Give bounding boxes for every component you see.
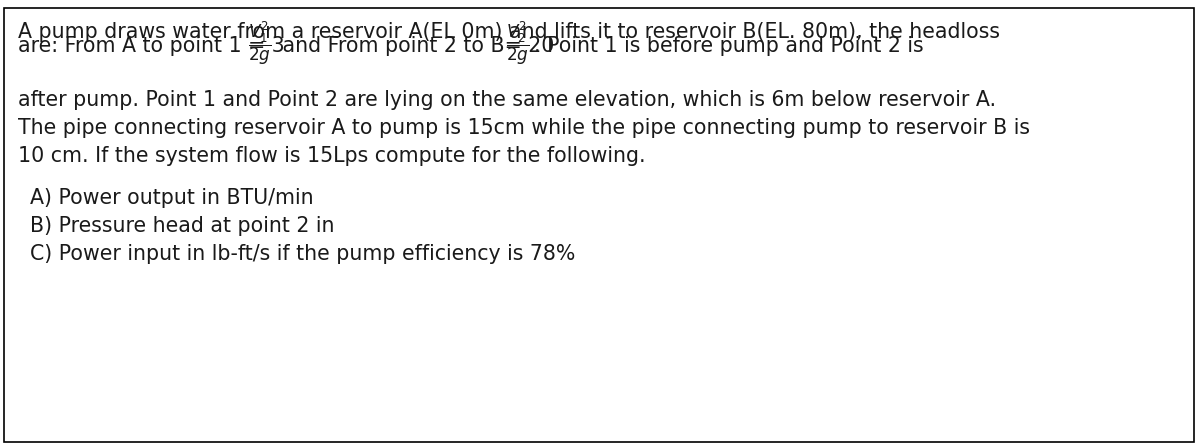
Text: 10 cm. If the system flow is 15Lps compute for the following.: 10 cm. If the system flow is 15Lps compu…: [18, 146, 645, 166]
Text: after pump. Point 1 and Point 2 are lying on the same elevation, which is 6m bel: after pump. Point 1 and Point 2 are lyin…: [18, 90, 996, 110]
Text: . Point 1 is before pump and Point 2 is: . Point 1 is before pump and Point 2 is: [534, 36, 923, 56]
Text: B) Pressure head at point 2 in: B) Pressure head at point 2 in: [30, 216, 335, 236]
Text: are: From A to point 1 = 3: are: From A to point 1 = 3: [18, 36, 284, 56]
Text: $\dfrac{V_2^2}{2g}$: $\dfrac{V_2^2}{2g}$: [506, 19, 530, 67]
Text: C) Power input in lb-ft/s if the pump efficiency is 78%: C) Power input in lb-ft/s if the pump ef…: [30, 244, 576, 264]
Text: A pump draws water from a reservoir A(EL 0m) and lifts it to reservoir B(EL. 80m: A pump draws water from a reservoir A(EL…: [18, 22, 1000, 42]
Text: A) Power output in BTU/min: A) Power output in BTU/min: [30, 188, 314, 208]
Text: $\dfrac{V_1^2}{2g}$: $\dfrac{V_1^2}{2g}$: [248, 19, 271, 67]
Text: and From point 2 to B= 20: and From point 2 to B= 20: [276, 36, 554, 56]
Text: The pipe connecting reservoir A to pump is 15cm while the pipe connecting pump t: The pipe connecting reservoir A to pump …: [18, 118, 1030, 138]
